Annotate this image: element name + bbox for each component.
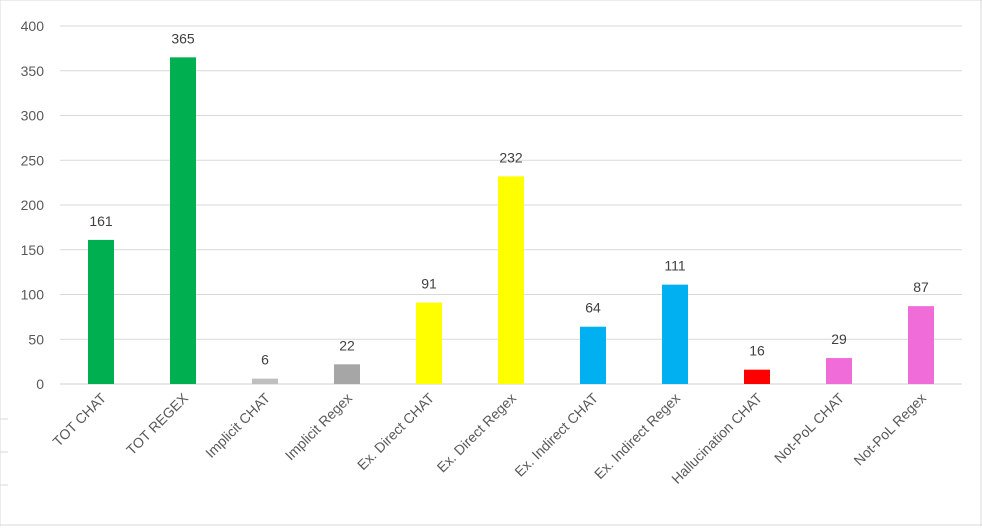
bar [334, 364, 360, 384]
x-tick-label: Ex. Indirect CHAT [511, 389, 601, 479]
data-label: 87 [913, 279, 929, 295]
bar [826, 358, 852, 384]
x-tick-label: Ex. Direct CHAT [354, 389, 437, 472]
x-tick-label: TOT REGEX [123, 389, 192, 458]
data-label: 16 [749, 343, 765, 359]
bar [580, 326, 606, 384]
y-tick-label: 150 [21, 242, 45, 258]
y-tick-label: 350 [21, 63, 45, 79]
x-tick-label: Ex. Indirect Regex [591, 390, 683, 482]
y-tick-label: 0 [36, 376, 44, 392]
bar [498, 176, 524, 384]
bars [88, 57, 934, 384]
data-label: 365 [171, 30, 195, 46]
x-tick-label: TOT CHAT [49, 389, 109, 449]
x-tick-label: Ex. Direct Regex [434, 390, 520, 476]
y-tick-label: 400 [21, 18, 45, 34]
y-tick-label: 100 [21, 287, 45, 303]
bar [662, 284, 688, 384]
bar [170, 57, 196, 384]
bar [908, 306, 934, 384]
x-tick-label: Implicit CHAT [202, 389, 273, 460]
x-tick-label: Hallucination CHAT [668, 389, 765, 486]
y-tick-label: 50 [28, 331, 44, 347]
data-label: 161 [89, 213, 113, 229]
bar [416, 302, 442, 384]
x-axis-tick-labels: TOT CHAT TOT REGEX Implicit CHAT Implicit R… [49, 389, 929, 486]
x-tick-label: Not-PoL Regex [850, 390, 929, 469]
data-label: 64 [585, 300, 601, 316]
y-tick-label: 250 [21, 152, 45, 168]
y-tick-label: 200 [21, 197, 45, 213]
data-label: 232 [499, 149, 523, 165]
y-axis-tick-labels: 0 50 100 150 200 250 300 350 400 [21, 18, 45, 392]
data-label: 22 [339, 337, 355, 353]
bar [252, 378, 278, 384]
bar [88, 239, 114, 384]
data-label: 111 [664, 258, 685, 274]
data-label: 29 [831, 331, 847, 347]
x-tick-label: Implicit Regex [282, 390, 355, 463]
bar [744, 369, 770, 384]
x-tick-label: Not-PoL CHAT [771, 389, 848, 466]
data-labels: 161 365 6 22 91 232 64 111 16 29 87 [89, 30, 929, 367]
y-tick-label: 300 [21, 108, 45, 124]
data-label: 91 [421, 276, 437, 292]
data-label: 6 [261, 352, 269, 368]
